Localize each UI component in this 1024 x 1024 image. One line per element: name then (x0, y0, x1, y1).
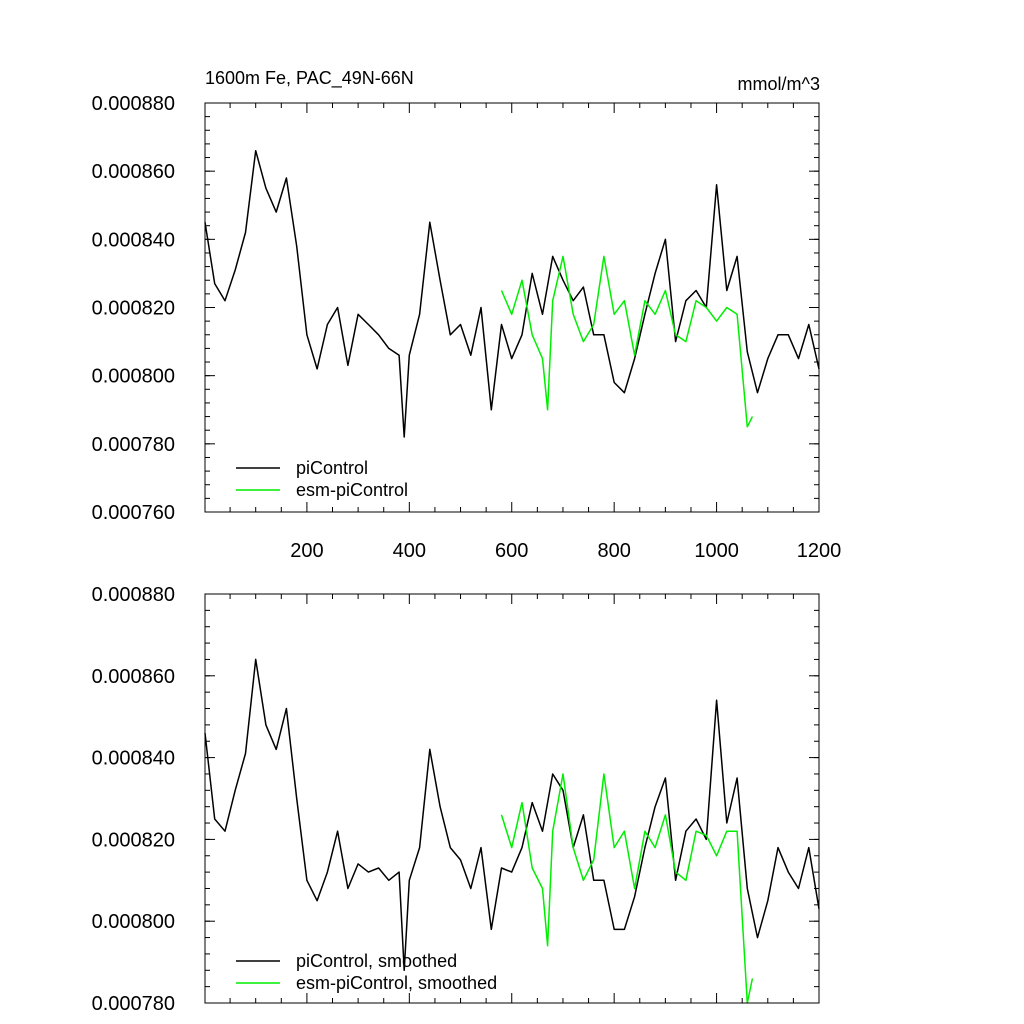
series-line-esm-picontrol (500, 255, 754, 428)
x-tick-label: 1200 (797, 540, 842, 562)
y-tick-label: 0.000840 (92, 229, 175, 251)
y-tick-label: 0.000880 (92, 93, 175, 115)
x-tick-label: 400 (393, 540, 426, 562)
series-line-picontrol (204, 149, 820, 438)
y-tick-label: 0.000860 (92, 666, 175, 688)
series-line-esm-picontrol (500, 773, 754, 1004)
bottom-legend: piControl, smoothed esm-piControl, smoot… (236, 951, 497, 993)
x-tick-label: 200 (290, 540, 323, 562)
legend-label-esm-picontrol: esm-piControl (296, 480, 408, 500)
legend-label-picontrol: piControl (296, 458, 368, 478)
x-tick-label: 1000 (694, 540, 739, 562)
top-legend: piControl esm-piControl (236, 458, 408, 500)
legend-label-esm-picontrol-smoothed: esm-piControl, smoothed (296, 973, 497, 993)
top-panel: 1600m Fe, PAC_49N-66N mmol/m^3 0.0007600… (92, 68, 842, 562)
legend-label-picontrol-smoothed: piControl, smoothed (296, 951, 457, 971)
y-tick-label: 0.000840 (92, 748, 175, 770)
y-tick-label: 0.000860 (92, 161, 175, 183)
x-tick-label: 600 (495, 540, 528, 562)
y-tick-label: 0.000780 (92, 434, 175, 456)
bottom-panel-series (204, 658, 820, 1004)
top-plot-frame (204, 102, 820, 513)
y-tick-label: 0.000780 (92, 993, 175, 1015)
series-line-picontrol (204, 658, 820, 972)
y-tick-label: 0.000820 (92, 829, 175, 851)
top-panel-ticks: 0.000760 0.000780 0.000800 0.000820 0.000840… (92, 93, 842, 562)
y-tick-label: 0.000800 (92, 911, 175, 933)
chart-title: 1600m Fe, PAC_49N-66N (205, 68, 414, 89)
y-tick-label: 0.000880 (92, 584, 175, 606)
units-label: mmol/m^3 (738, 74, 820, 94)
y-tick-label: 0.000800 (92, 366, 175, 388)
bottom-panel-ticks: 0.000780 0.000800 0.000820 0.000840 0.000860… (92, 584, 820, 1015)
bottom-plot-frame (204, 593, 820, 1004)
top-panel-series (204, 149, 820, 438)
y-tick-label: 0.000760 (92, 502, 175, 524)
x-tick-label: 800 (597, 540, 630, 562)
bottom-panel: 0.000780 0.000800 0.000820 0.000840 0.000860… (92, 584, 820, 1015)
y-tick-label: 0.000820 (92, 298, 175, 320)
